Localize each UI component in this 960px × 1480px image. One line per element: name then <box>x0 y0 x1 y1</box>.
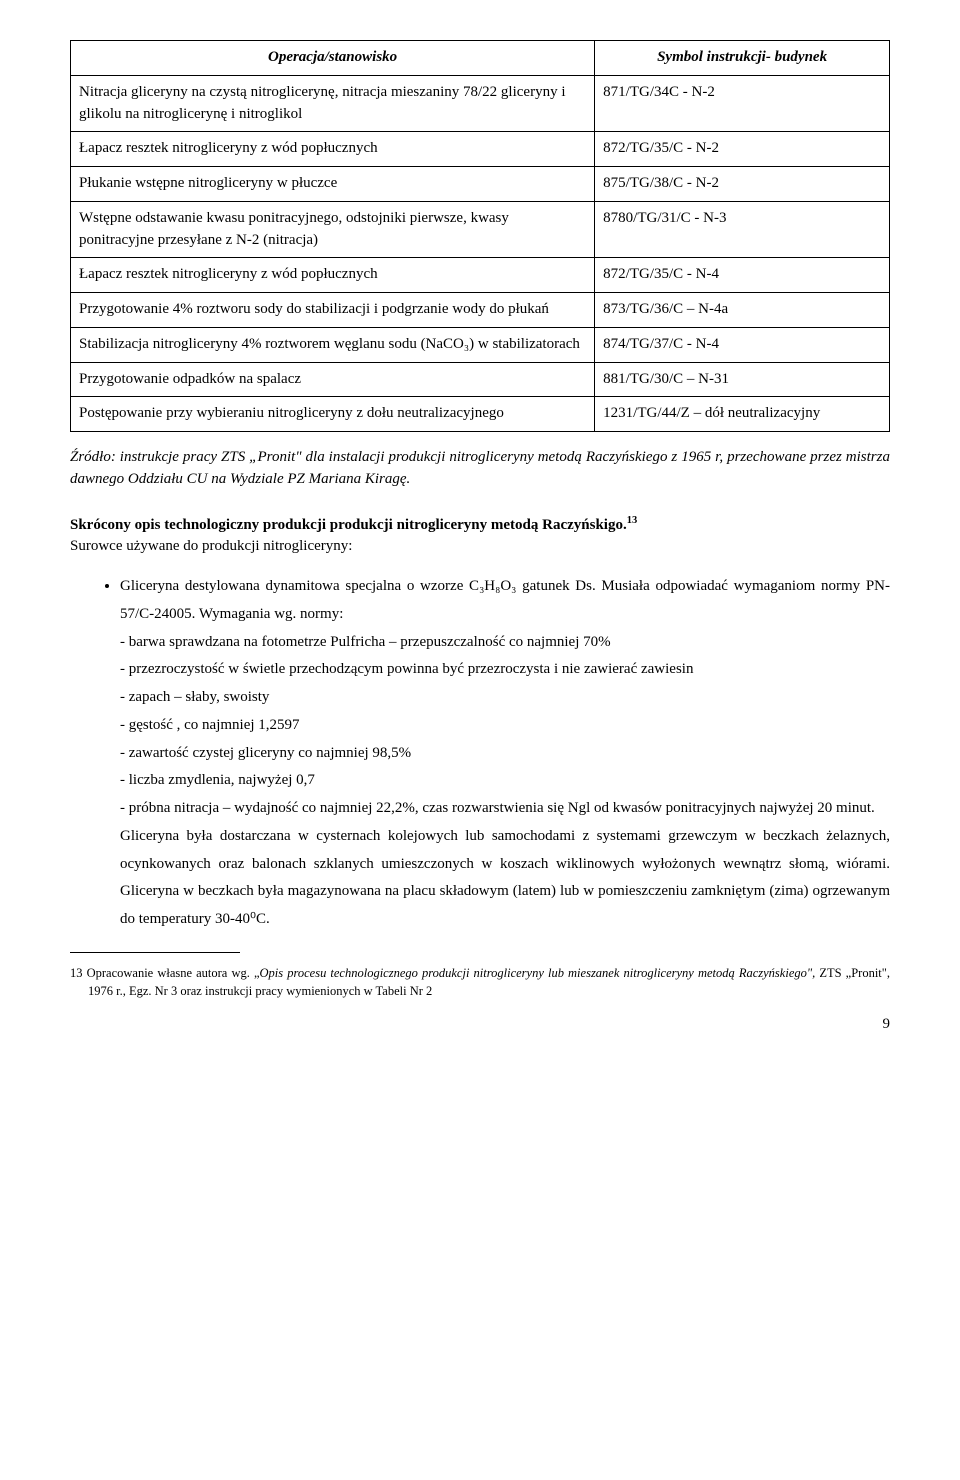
cell-op: Płukanie wstępne nitrogliceryny w płuczc… <box>71 167 595 202</box>
cell-sym: 871/TG/34C - N-2 <box>595 75 890 132</box>
cell-sym: 8780/TG/31/C - N-3 <box>595 201 890 258</box>
table-header-symbol: Symbol instrukcji- budynek <box>595 41 890 76</box>
cell-op: Przygotowanie 4% roztworu sody do stabil… <box>71 293 595 328</box>
cell-op: Stabilizacja nitrogliceryny 4% roztworem… <box>71 327 595 362</box>
table-row: Łapacz resztek nitrogliceryny z wód popł… <box>71 258 890 293</box>
heading-text: Skrócony opis technologiczny produkcji p… <box>70 517 627 533</box>
bullet-tail: Gliceryna była dostarczana w cysternach … <box>120 828 890 927</box>
table-header-operation: Operacja/stanowisko <box>71 41 595 76</box>
table-row: Nitracja gliceryny na czystą nitroglicer… <box>71 75 890 132</box>
bullet-open: Gliceryna destylowana dynamitowa specjal… <box>120 578 890 622</box>
list-item: Gliceryna destylowana dynamitowa specjal… <box>120 573 890 934</box>
cell-sym: 872/TG/35/C - N-2 <box>595 132 890 167</box>
table-row: Przygotowanie odpadków na spalacz881/TG/… <box>71 362 890 397</box>
intro-line: Surowce używane do produkcji nitroglicer… <box>70 536 890 558</box>
spec-line: - zawartość czystej gliceryny co najmnie… <box>120 745 411 761</box>
cell-sym: 874/TG/37/C - N-4 <box>595 327 890 362</box>
cell-op: Przygotowanie odpadków na spalacz <box>71 362 595 397</box>
spec-line: - gęstość , co najmniej 1,2597 <box>120 717 300 733</box>
footnote-pre: Opracowanie własne autora wg. „ <box>83 966 260 980</box>
table-row: Płukanie wstępne nitrogliceryny w płuczc… <box>71 167 890 202</box>
cell-sym: 873/TG/36/C – N-4a <box>595 293 890 328</box>
cell-op: Łapacz resztek nitrogliceryny z wód popł… <box>71 258 595 293</box>
spec-line: - zapach – słaby, swoisty <box>120 689 269 705</box>
cell-sym: 1231/TG/44/Z – dół neutralizacyjny <box>595 397 890 432</box>
spec-line: - barwa sprawdzana na fotometrze Pulfric… <box>120 634 611 650</box>
spec-line: - przezroczystość w świetle przechodzący… <box>120 661 693 677</box>
table-row: Łapacz resztek nitrogliceryny z wód popł… <box>71 132 890 167</box>
source-note: Źródło: instrukcje pracy ZTS „Pronit" dl… <box>70 447 890 491</box>
cell-sym: 872/TG/35/C - N-4 <box>595 258 890 293</box>
section-heading: Skrócony opis technologiczny produkcji p… <box>70 513 890 537</box>
table-row: Stabilizacja nitrogliceryny 4% roztworem… <box>71 327 890 362</box>
table-row: Wstępne odstawanie kwasu ponitracyjnego,… <box>71 201 890 258</box>
bullet-list: Gliceryna destylowana dynamitowa specjal… <box>70 573 890 934</box>
cell-op: Nitracja gliceryny na czystą nitroglicer… <box>71 75 595 132</box>
footnote-separator <box>70 952 240 953</box>
instruction-table: Operacja/stanowisko Symbol instrukcji- b… <box>70 40 890 432</box>
footnote-italic: Opis procesu technologicznego produkcji … <box>260 966 816 980</box>
cell-op: Postępowanie przy wybieraniu nitroglicer… <box>71 397 595 432</box>
spec-line: - próbna nitracja – wydajność co najmnie… <box>120 800 875 816</box>
cell-sym: 881/TG/30/C – N-31 <box>595 362 890 397</box>
cell-sym: 875/TG/38/C - N-2 <box>595 167 890 202</box>
cell-op: Łapacz resztek nitrogliceryny z wód popł… <box>71 132 595 167</box>
spec-line: - liczba zmydlenia, najwyżej 0,7 <box>120 772 315 788</box>
table-row: Postępowanie przy wybieraniu nitroglicer… <box>71 397 890 432</box>
footnote-number: 13 <box>70 966 83 980</box>
table-row: Przygotowanie 4% roztworu sody do stabil… <box>71 293 890 328</box>
page-number: 9 <box>70 1014 890 1036</box>
footnote: 13 Opracowanie własne autora wg. „Opis p… <box>70 965 890 1000</box>
cell-op: Wstępne odstawanie kwasu ponitracyjnego,… <box>71 201 595 258</box>
heading-footnote-ref: 13 <box>627 515 638 526</box>
